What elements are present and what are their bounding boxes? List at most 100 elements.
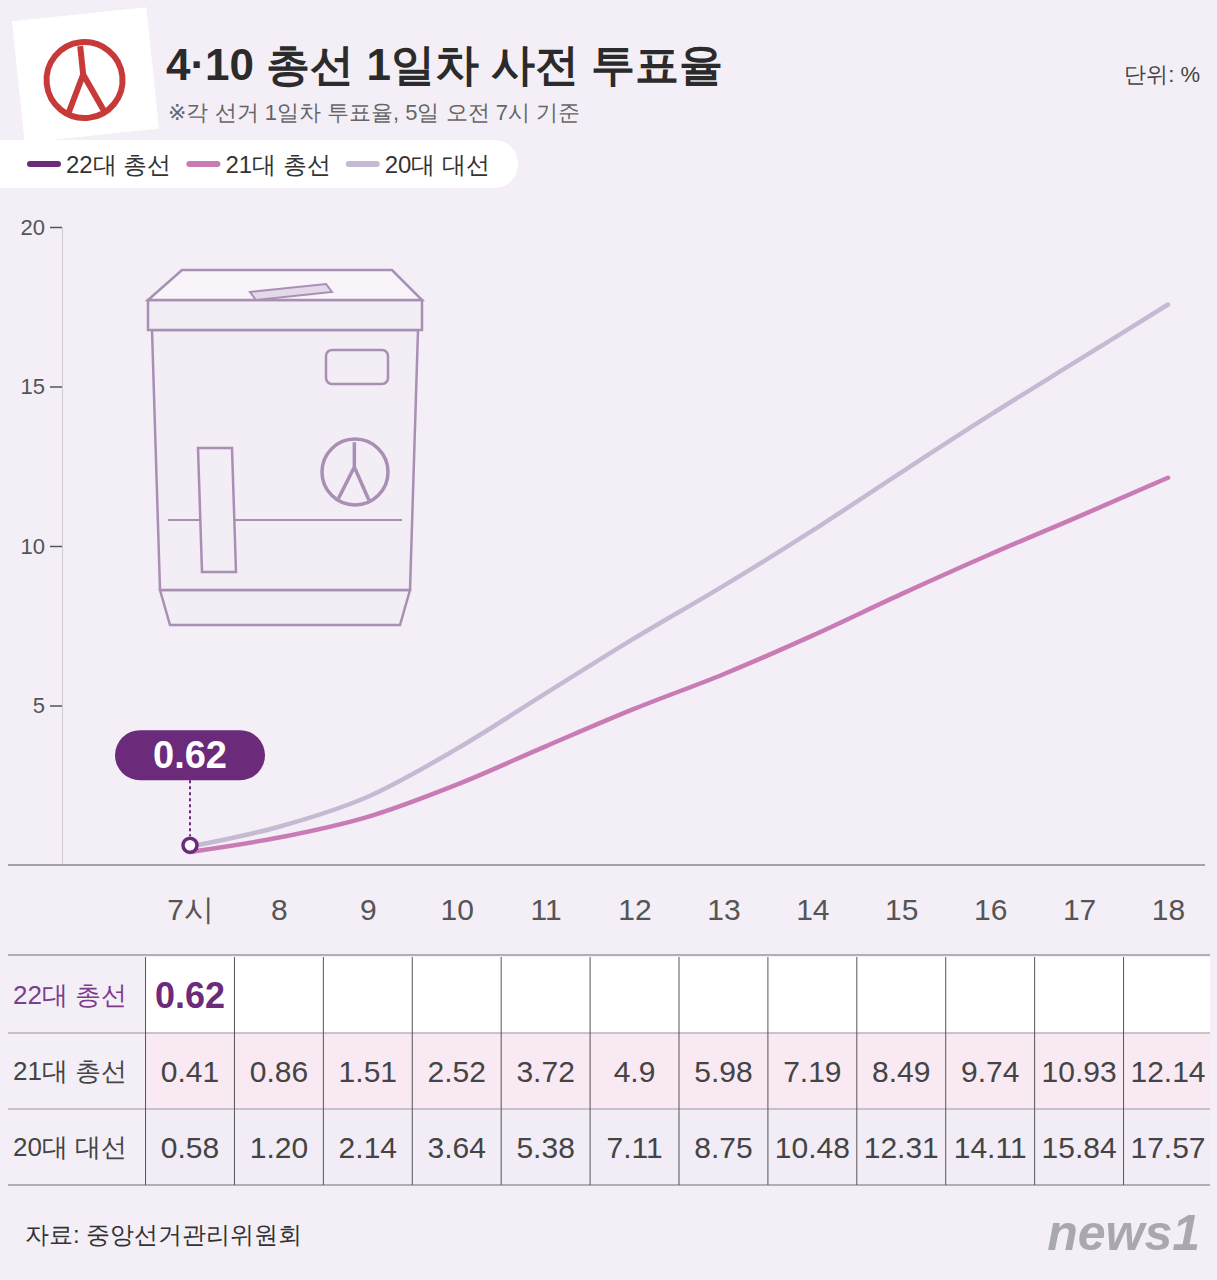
x-tick: 8: [271, 893, 288, 926]
table-column-rule: [145, 957, 146, 1185]
legend: 22대 총선21대 총선20대 대선: [0, 140, 518, 188]
x-tick: 14: [796, 893, 829, 926]
stamp-mark: [339, 442, 369, 500]
y-axis: 5 10 15 20: [21, 215, 63, 866]
ballot-box: [148, 270, 422, 625]
y-tick-mark: [50, 227, 62, 229]
x-tick: 16: [974, 893, 1007, 926]
x-tick-label: 9: [360, 893, 377, 926]
table-cell: 10.48: [775, 1131, 850, 1164]
table-cell: 12.14: [1130, 1055, 1205, 1088]
x-tick-label: 17: [1063, 893, 1096, 926]
series-marker: [183, 838, 197, 852]
table-column-rule: [1034, 957, 1035, 1185]
x-tick: 13: [707, 893, 740, 926]
x-tick-label: 16: [974, 893, 1007, 926]
x-tick: 15: [885, 893, 918, 926]
x-tick: 18: [1152, 893, 1185, 926]
table-column-rule: [945, 957, 946, 1185]
x-tick-label: 11: [531, 893, 562, 926]
x-tick-label: 7시: [167, 893, 214, 926]
table-row-header: 20대 대선: [13, 1132, 127, 1162]
y-tick-mark: [50, 705, 62, 707]
table-cell: 7.11: [606, 1131, 662, 1164]
callout-box: [115, 730, 265, 780]
table-cell: 17.57: [1130, 1131, 1205, 1164]
table-column-rule: [856, 957, 857, 1185]
table-cell: 7.19: [783, 1055, 841, 1088]
data-labels: 0.62: [115, 730, 265, 836]
y-tick: 10: [21, 534, 62, 559]
callout-leader: [189, 780, 191, 836]
legend-swatch: [349, 161, 377, 167]
table-cell: 4.9: [614, 1055, 656, 1088]
table-cell: 2.52: [428, 1055, 486, 1088]
table-column-rule: [767, 957, 768, 1185]
table-row-header: 22대 총선: [13, 980, 127, 1010]
box-lid-top: [148, 270, 422, 300]
x-tick-label: 12: [618, 893, 651, 926]
stamp-mark: [62, 44, 104, 114]
table-cell: 5.98: [694, 1055, 752, 1088]
table-column-rule: [501, 957, 502, 1185]
table-rule: [8, 1108, 1210, 1110]
series-line: [190, 478, 1168, 852]
table-column-rule: [412, 957, 413, 1185]
stamp-circle: [43, 38, 127, 122]
table-column-rule: [234, 957, 235, 1185]
table-cell: 8.49: [872, 1055, 930, 1088]
stamp-circle: [322, 439, 388, 505]
table-cell: 12.31: [864, 1131, 939, 1164]
table-cell: 14.11: [954, 1131, 1027, 1164]
table-cell: 0.62: [155, 975, 225, 1016]
table-rule: [8, 954, 1210, 956]
subtitle: ※각 선거 1일차 투표율, 5일 오전 7시 기준: [168, 100, 580, 125]
table-column-rule: [323, 957, 324, 1185]
table-cell: 1.20: [250, 1131, 308, 1164]
table-cell: 5.38: [516, 1131, 574, 1164]
y-tick: 5: [33, 693, 62, 718]
legend-label: 21대 총선: [225, 151, 330, 178]
callout-label: 0.62: [153, 734, 227, 776]
table-column-rule: [679, 957, 680, 1185]
table-cell: 9.74: [961, 1055, 1019, 1088]
plot-area: [183, 305, 1168, 853]
table-cell: 1.51: [339, 1055, 397, 1088]
x-tick-label: 18: [1152, 893, 1185, 926]
box-door: [198, 448, 236, 572]
box-handle: [326, 350, 388, 384]
chart-svg: 4·10 총선 1일차 사전 투표율※각 선거 1일차 투표율, 5일 오전 7…: [0, 0, 1217, 1280]
table-cell: 3.72: [516, 1055, 574, 1088]
unit-label: 단위: %: [1124, 62, 1200, 87]
table-row-header: 21대 총선: [13, 1056, 127, 1086]
x-tick: 7시: [167, 893, 214, 926]
table-column-rule: [590, 957, 591, 1185]
x-tick: 17: [1063, 893, 1096, 926]
table-cell: 10.93: [1042, 1055, 1117, 1088]
x-tick-label: 15: [885, 893, 918, 926]
table-cell: 15.84: [1042, 1131, 1117, 1164]
callout: 0.62: [115, 730, 265, 836]
box-base: [160, 590, 410, 625]
legend-background: [0, 140, 518, 188]
y-tick: 15: [21, 374, 62, 399]
table-cell: 0.41: [161, 1055, 219, 1088]
y-tick-mark: [50, 546, 62, 548]
table-row-background: [146, 957, 1210, 1033]
data-table: 22대 총선0.6221대 총선0.410.861.512.523.724.95…: [8, 955, 1210, 1185]
y-tick-label: 15: [21, 374, 45, 399]
box-body: [152, 330, 418, 590]
x-tick: 12: [618, 893, 651, 926]
y-tick: 20: [21, 215, 62, 240]
x-axis: 7시 8 9 10 11 12 13 14 15 16 17 18: [167, 893, 1185, 926]
table-row-background: [146, 1109, 1210, 1185]
table-row-background: [146, 1033, 1210, 1109]
legend-swatch: [30, 161, 58, 167]
table-rule: [8, 1184, 1210, 1186]
x-tick: 10: [441, 893, 474, 926]
x-tick: 9: [360, 893, 377, 926]
background: [0, 0, 1217, 1280]
legend-label: 20대 대선: [385, 151, 490, 178]
table-cell: 2.14: [339, 1131, 397, 1164]
x-tick-label: 13: [707, 893, 740, 926]
